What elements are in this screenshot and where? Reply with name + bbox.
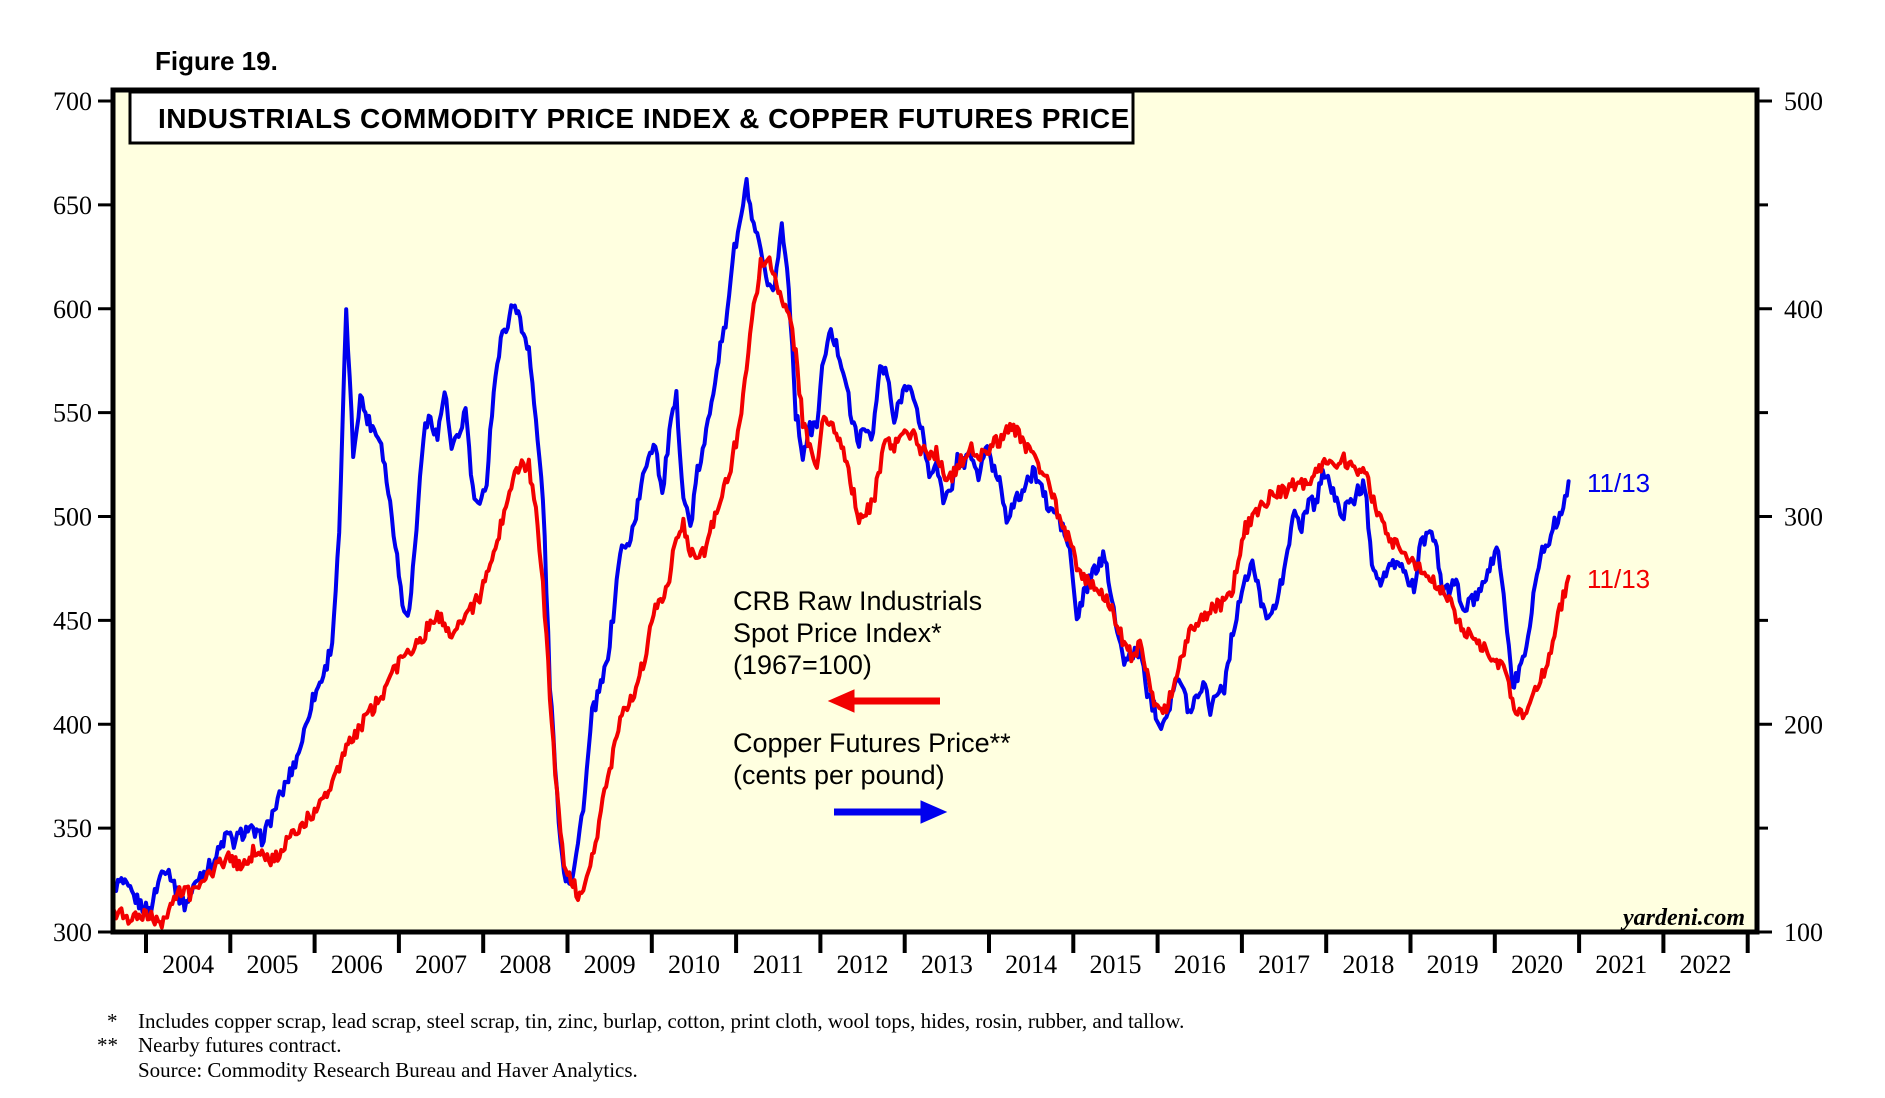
title-box [128, 90, 1135, 145]
right-axis-tick-label: 200 [1784, 710, 1823, 739]
footnote-2-text: Nearby futures contract. [138, 1033, 342, 1057]
year-label: 2015 [1089, 950, 1141, 979]
year-label: 2007 [415, 950, 467, 979]
year-label: 2012 [837, 950, 889, 979]
year-label: 2016 [1174, 950, 1226, 979]
right-axis-tick-label: 500 [1784, 87, 1823, 116]
footnote-1-text: Includes copper scrap, lead scrap, steel… [138, 1009, 1184, 1033]
left-axis-tick-label: 650 [53, 191, 92, 220]
year-label: 2013 [921, 950, 973, 979]
crb-annotation-line1: CRB Raw Industrials [733, 586, 982, 616]
plot-frame [110, 87, 1760, 935]
left-axis-tick-label: 350 [53, 814, 92, 843]
copper-right-arrow-icon [834, 800, 948, 824]
year-label: 2021 [1595, 950, 1647, 979]
right-axis-tick-label: 100 [1784, 918, 1823, 947]
year-label: 2017 [1258, 950, 1310, 979]
left-axis-tick-label: 700 [53, 87, 92, 116]
year-label: 2011 [753, 950, 804, 979]
footnote-2-marker: ** [97, 1033, 118, 1057]
year-label: 2014 [1005, 950, 1057, 979]
crb-annotation-line3: (1967=100) [733, 650, 872, 680]
right-axis-tick-label: 400 [1784, 295, 1823, 324]
left-axis-tick-label: 550 [53, 399, 92, 428]
watermark: yardeni.com [1620, 905, 1745, 931]
figure-label: Figure 19. [155, 46, 278, 76]
year-label: 2008 [499, 950, 551, 979]
plot-background [113, 90, 1757, 932]
year-label: 2006 [331, 950, 383, 979]
year-label: 2019 [1427, 950, 1479, 979]
year-label: 2009 [584, 950, 636, 979]
year-label: 2020 [1511, 950, 1563, 979]
copper-last-date-label: 11/13 [1587, 468, 1650, 498]
left-axis-tick-label: 500 [53, 503, 92, 532]
copper-annotation-line1: Copper Futures Price** [733, 728, 1011, 758]
copper-annotation-line2: (cents per pound) [733, 760, 945, 790]
left-axis-tick-label: 300 [53, 918, 92, 947]
copper-series-line [112, 177, 1571, 917]
crb-annotation-line2: Spot Price Index* [733, 618, 942, 648]
crb-left-arrow-icon [827, 689, 940, 713]
right-axis-tick-label: 300 [1784, 503, 1823, 532]
left-axis-tick-label: 600 [53, 295, 92, 324]
chart-title: INDUSTRIALS COMMODITY PRICE INDEX & COPP… [158, 103, 1130, 134]
generated-axes-and-series: 700 650 600 550 500 450 400 350 300 500 400 300 200 1… [53, 87, 1823, 979]
year-label: 2004 [162, 950, 214, 979]
crb-last-date-label: 11/13 [1587, 564, 1650, 594]
left-axis-tick-label: 400 [53, 710, 92, 739]
footnote-source-text: Source: Commodity Research Bureau and Ha… [138, 1058, 638, 1082]
year-label: 2022 [1680, 950, 1732, 979]
left-axis-tick-label: 450 [53, 606, 92, 635]
footnote-1-marker: * [107, 1009, 118, 1033]
crb-series-line [112, 255, 1571, 930]
year-label: 2005 [246, 950, 298, 979]
year-label: 2010 [668, 950, 720, 979]
year-label: 2018 [1342, 950, 1394, 979]
